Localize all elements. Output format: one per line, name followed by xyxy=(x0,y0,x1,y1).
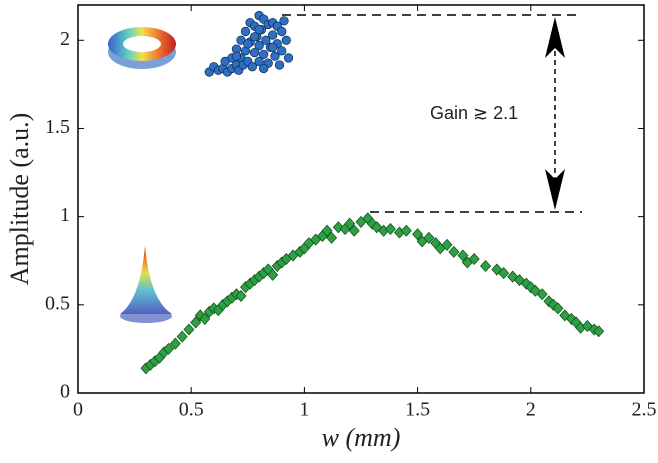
x-tick-label: 1 xyxy=(299,399,309,421)
diamond-point xyxy=(400,224,412,237)
y-tick-label: 1 xyxy=(60,204,70,226)
circle-point xyxy=(249,32,260,42)
circle-point xyxy=(277,46,287,56)
diamond-point xyxy=(348,224,360,237)
x-tick-label: 1.5 xyxy=(405,399,430,421)
circle-point xyxy=(231,51,242,61)
circle-point xyxy=(258,63,269,74)
gain-annotation: Gain ≳ 2.1 xyxy=(282,14,582,213)
gain-label: Gain ≳ 2.1 xyxy=(430,103,518,123)
cone-inset xyxy=(120,246,172,323)
y-tick-label: 0 xyxy=(60,381,70,403)
circle-point xyxy=(274,60,285,70)
diamond-point xyxy=(190,316,202,329)
y-tick-label: 1.5 xyxy=(45,116,70,138)
diamond-point xyxy=(536,288,548,301)
ring-inset xyxy=(108,27,176,69)
diamond-point xyxy=(412,228,424,241)
circle-point xyxy=(283,53,294,63)
circle-point xyxy=(281,35,291,45)
x-axis-label: w (mm) xyxy=(322,423,401,452)
circle-point xyxy=(277,26,287,37)
arrow-head-up xyxy=(545,17,565,58)
diamond-point xyxy=(468,252,480,265)
circle-point xyxy=(258,49,269,60)
diamond-point xyxy=(321,224,333,237)
diamond-point xyxy=(183,323,195,336)
diamond-point xyxy=(593,325,605,338)
diamond-point xyxy=(423,231,435,244)
circle-point xyxy=(243,39,253,49)
y-axis-label: Amplitude (a.u.) xyxy=(5,113,34,286)
diamond-point xyxy=(199,312,211,325)
diamond-point xyxy=(326,231,338,244)
circle-point xyxy=(270,51,280,61)
diamond-point xyxy=(344,217,356,230)
circle-point xyxy=(254,56,264,67)
circle-point xyxy=(261,35,271,45)
x-tick-label: 2 xyxy=(526,399,536,421)
x-tick-label: 0 xyxy=(73,399,83,421)
diamond-point xyxy=(448,245,460,258)
diamond-point xyxy=(498,267,510,280)
diamond-point xyxy=(441,238,453,251)
diamond-point xyxy=(552,302,564,315)
x-tick-label: 0.5 xyxy=(179,399,204,421)
diamond-point xyxy=(457,249,469,262)
x-tick-label: 2.5 xyxy=(632,399,657,421)
circle-point xyxy=(240,26,251,37)
y-tick-label: 0.5 xyxy=(45,292,70,314)
plot-frame xyxy=(77,4,645,394)
circle-point xyxy=(247,62,257,72)
diamond-point xyxy=(267,268,279,281)
diamond-point xyxy=(235,289,247,303)
circle-point xyxy=(254,25,264,35)
diamond-point xyxy=(176,330,188,343)
circle-point xyxy=(268,30,278,40)
circle-point xyxy=(249,47,260,58)
arrow-head-down xyxy=(545,169,565,210)
circle-point xyxy=(254,40,264,51)
y-tick-label: 2 xyxy=(60,28,70,50)
diamond-point xyxy=(480,259,491,273)
diamond-point xyxy=(163,342,175,355)
circle-point xyxy=(268,42,278,52)
diamond-point xyxy=(169,337,181,350)
diamond-point xyxy=(384,222,396,236)
circle-point xyxy=(279,16,289,26)
